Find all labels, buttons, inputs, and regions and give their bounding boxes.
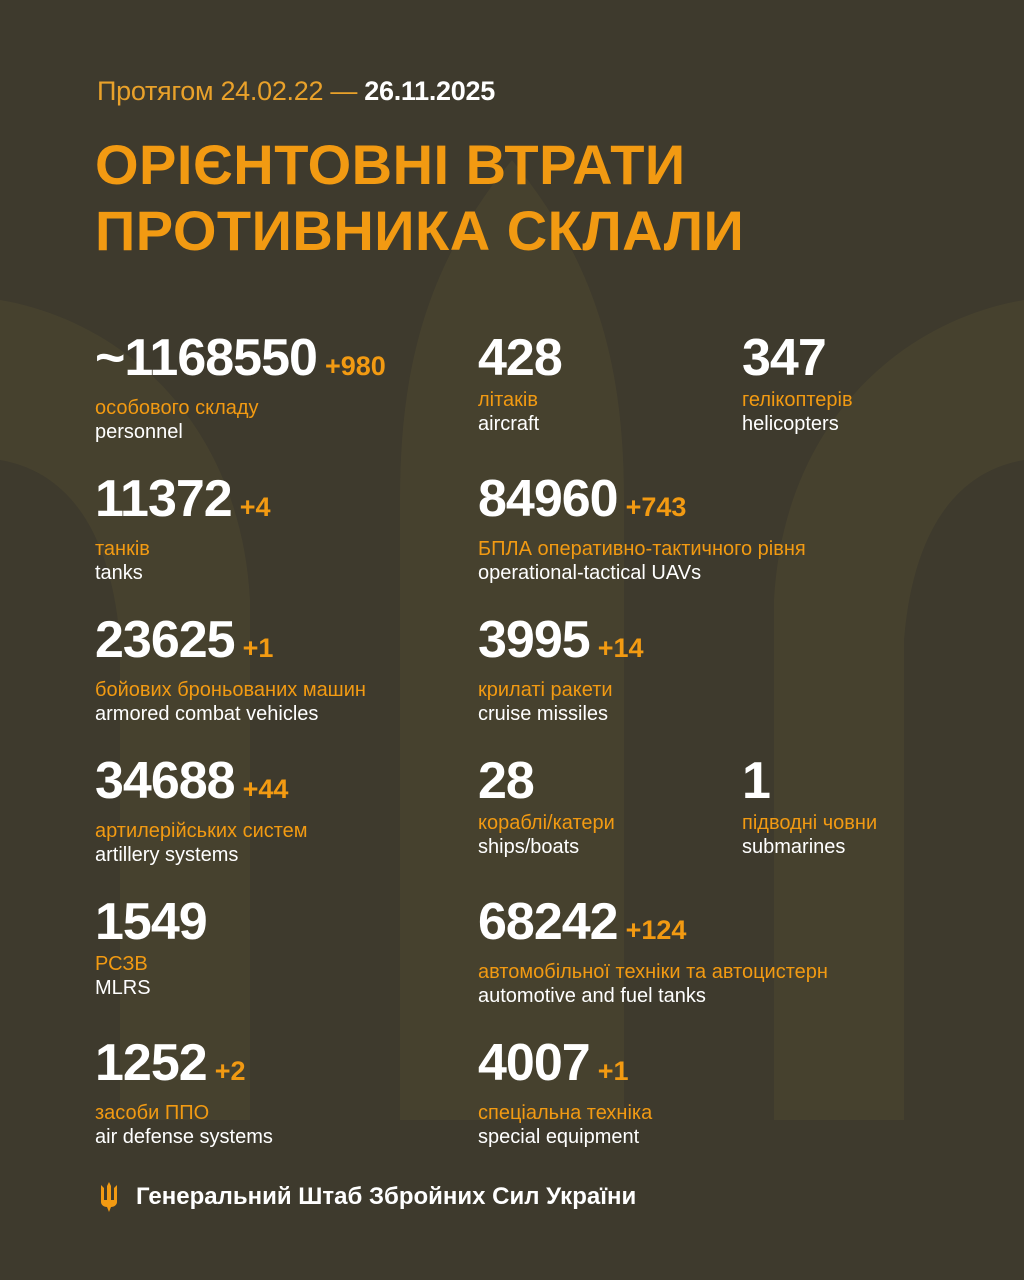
footer: Генеральний Штаб Збройних Сил України [96, 1182, 636, 1212]
footer-text: Генеральний Штаб Збройних Сил України [136, 1183, 637, 1210]
stat-value: 1252 [95, 1034, 208, 1092]
stat-label-ua: підводні човни [742, 812, 878, 834]
stat-value: 11372 [95, 470, 233, 528]
stat-value-row: 347 [742, 330, 853, 386]
stat-artillery-systems: 34688 +44 артилерійських систем artillery… [95, 753, 308, 867]
stat-label-ua: артилерійських систем [95, 820, 308, 842]
stat-increment: +4 [239, 492, 271, 522]
stat-increment: +2 [214, 1056, 246, 1086]
stat-increment: +980 [324, 351, 386, 381]
stat-label-ua: танків [95, 538, 150, 560]
stat-operational-tactical-uavs: 84960 +743 БПЛА оперативно-тактичного рів… [478, 471, 806, 585]
stat-personnel: ~1168550 +980 особового складу personnel [95, 330, 386, 444]
stat-value-row: 23625 +1 [95, 612, 366, 676]
stat-tanks: 11372 +4 танків tanks [95, 471, 271, 585]
stat-label-en: automotive and fuel tanks [478, 985, 706, 1007]
stat-cruise-missiles: 3995 +14 крилаті ракети cruise missiles [478, 612, 644, 726]
stat-helicopters: 347 гелікоптерів helicopters [742, 330, 853, 436]
title-line-2: ПРОТИВНИКА СКЛАЛИ [95, 199, 745, 262]
stat-aircraft: 428 літаків aircraft [478, 329, 563, 436]
trident-icon [101, 1182, 117, 1212]
stat-label-ua: бойових броньованих машин [95, 679, 366, 701]
stat-ships-boats: 28 кораблі/катери ships/boats [478, 753, 615, 859]
page-title: ОРІЄНТОВНІ ВТРАТИ ПРОТИВНИКА СКЛАЛИ [95, 132, 744, 264]
stat-value: 347 [742, 329, 827, 387]
stat-value-row: 1252 +2 [95, 1035, 273, 1099]
stat-value-row: 1549 [95, 893, 208, 951]
stat-mlrs: 1549 РСЗВ MLRS [95, 893, 208, 1000]
stat-label-ua: особового складу [95, 397, 259, 419]
period-subtitle: Протягом 24.02.22 — 26.11.2025 [97, 76, 495, 107]
stat-value-row: ~1168550 +980 [95, 330, 386, 394]
stat-label-en: armored combat vehicles [95, 703, 319, 725]
stat-value: 23625 [95, 611, 236, 669]
stat-value-row: 3995 +14 [478, 612, 644, 676]
stat-value: 28 [478, 752, 535, 810]
stat-label-ua: гелікоптерів [742, 389, 853, 411]
stat-value: 1549 [95, 893, 208, 951]
stat-value: 1 [742, 752, 771, 810]
stat-value: 68242 [478, 893, 619, 951]
period-prefix: Протягом 24.02.22 — [97, 76, 358, 106]
stat-value-row: 1 [742, 753, 877, 809]
stat-label-ua: БПЛА оперативно-тактичного рівня [478, 538, 806, 560]
stat-label-en: air defense systems [95, 1126, 273, 1148]
stat-automotive-and-fuel-tanks: 68242 +124 автомобільної техніки та автоц… [478, 894, 828, 1008]
stat-label-en: submarines [742, 836, 846, 858]
stat-label-en: personnel [95, 421, 183, 443]
stat-label-ua: автомобільної техніки та автоцистерн [478, 961, 828, 983]
stat-air-defense-systems: 1252 +2 засоби ППО air defense systems [95, 1035, 273, 1149]
stat-submarines: 1 підводні човни submarines [742, 753, 877, 859]
stat-value-row: 428 [478, 329, 563, 387]
stat-label-en: tanks [95, 562, 143, 584]
stat-label-en: ships/boats [478, 836, 580, 858]
stat-value: 4007 [478, 1034, 591, 1092]
stat-label-en: cruise missiles [478, 703, 609, 725]
stat-label-ua: засоби ППО [95, 1102, 210, 1124]
period-end-date: 26.11.2025 [364, 76, 495, 106]
stat-increment: +44 [242, 774, 289, 804]
stat-label-en: artillery systems [95, 844, 239, 866]
stat-value-row: 34688 +44 [95, 753, 308, 817]
stat-value: 428 [478, 329, 563, 387]
stat-value: 34688 [95, 752, 236, 810]
stat-label-ua: крилаті ракети [478, 679, 613, 701]
stat-label-en: special equipment [478, 1126, 640, 1148]
stat-increment: +1 [242, 633, 274, 663]
stat-increment: +743 [625, 492, 687, 522]
stat-increment: +124 [625, 915, 687, 945]
stat-value: 84960 [478, 470, 619, 528]
stat-armored-combat-vehicles: 23625 +1 бойових броньованих машин armore… [95, 612, 366, 726]
stat-value-row: 4007 +1 [478, 1035, 652, 1099]
stat-special-equipment: 4007 +1 спеціальна техніка special equipm… [478, 1035, 652, 1149]
stat-value: 3995 [478, 611, 591, 669]
stat-label-ua: РСЗВ [95, 953, 148, 975]
stat-label-en: MLRS [95, 977, 151, 999]
stat-label-en: operational-tactical UAVs [478, 562, 702, 584]
stat-label-ua: кораблі/катери [478, 812, 615, 834]
title-line-1: ОРІЄНТОВНІ ВТРАТИ [95, 133, 686, 196]
stat-label-ua: літаків [478, 389, 538, 411]
stat-increment: +14 [597, 633, 644, 663]
stat-label-en: helicopters [742, 413, 839, 435]
stat-label-ua: спеціальна техніка [478, 1102, 653, 1124]
stat-value-row: 84960 +743 [478, 471, 806, 535]
stat-value: ~1168550 [95, 329, 318, 387]
stat-value-row: 11372 +4 [95, 471, 271, 535]
stat-increment: +1 [597, 1056, 629, 1086]
stat-label-en: aircraft [478, 413, 540, 435]
stat-value-row: 68242 +124 [478, 894, 828, 958]
stat-value-row: 28 [478, 753, 615, 809]
